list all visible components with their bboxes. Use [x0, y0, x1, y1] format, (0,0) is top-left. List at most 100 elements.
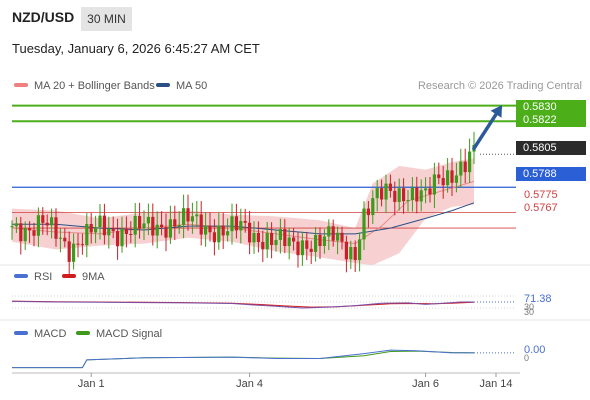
- candle: [195, 201, 199, 228]
- x-tick-label: Jan 6: [412, 378, 439, 390]
- candle: [331, 219, 335, 247]
- candle: [287, 227, 291, 260]
- candle: [221, 212, 225, 249]
- credit-text: Research © 2026 Trading Central: [417, 80, 582, 92]
- candle: [54, 208, 58, 247]
- trend-arrow-shaft: [472, 105, 503, 151]
- candle: [28, 221, 32, 243]
- candle-body: [353, 247, 357, 261]
- candle: [410, 177, 414, 212]
- candle: [397, 178, 401, 211]
- x-tick-label: Jan 4: [236, 378, 263, 390]
- candle-body: [146, 216, 150, 224]
- candle-body: [424, 188, 428, 191]
- x-tick-label: Jan 1: [78, 378, 105, 390]
- candle: [19, 216, 23, 255]
- minor-level-1-label: 0.5775: [524, 189, 558, 201]
- candle-body: [186, 208, 190, 222]
- legend-ma20: MA 20 + Bollinger Bands: [14, 80, 155, 92]
- candle-body: [274, 239, 278, 245]
- candle: [380, 179, 384, 207]
- candle-body: [182, 208, 186, 225]
- candle: [358, 232, 362, 272]
- candle: [239, 208, 243, 244]
- legend-rsi: RSI: [14, 271, 52, 283]
- candle: [327, 219, 331, 251]
- candle-body: [468, 151, 472, 173]
- candle-body: [265, 233, 269, 250]
- candle: [388, 174, 392, 198]
- candle: [160, 211, 164, 236]
- candle-body: [142, 223, 146, 229]
- candle-body: [133, 215, 137, 235]
- candle-body: [410, 187, 414, 201]
- candle-body: [437, 174, 441, 179]
- rsi-line: [11, 300, 474, 309]
- legend-macd-signal: MACD Signal: [76, 328, 162, 340]
- candle: [204, 212, 208, 247]
- candle: [265, 222, 269, 258]
- candle: [45, 214, 49, 236]
- candle-body: [58, 237, 62, 239]
- candle-body: [199, 214, 203, 235]
- candle-body: [195, 214, 199, 217]
- macd-value-label: 0.00: [524, 344, 546, 356]
- candle: [146, 203, 150, 236]
- candle: [107, 216, 111, 249]
- legend-ma50-swatch: [156, 83, 170, 88]
- candle: [226, 218, 230, 242]
- candle-body: [248, 222, 252, 243]
- candle-body: [256, 232, 260, 242]
- candle: [353, 240, 357, 273]
- symbol-title: NZD/USD: [12, 9, 75, 25]
- candle-body: [384, 183, 388, 200]
- candle: [63, 228, 67, 248]
- candle-body: [138, 215, 142, 229]
- timeframe-badge[interactable]: 30 MIN: [81, 7, 132, 31]
- macd-signal-line: [12, 350, 475, 369]
- candle: [296, 232, 300, 268]
- candle: [168, 205, 172, 244]
- candle: [111, 216, 115, 239]
- candle: [76, 233, 80, 258]
- candle-body: [314, 234, 318, 252]
- candle-body: [441, 178, 445, 186]
- macd-zero-label: 0: [524, 353, 530, 363]
- candle: [375, 179, 379, 212]
- candle-body: [450, 170, 454, 183]
- candle-body: [270, 233, 274, 245]
- resistance-2-tag: 0.5822: [516, 113, 586, 127]
- candle-body: [402, 188, 406, 202]
- candle-body: [459, 161, 463, 176]
- candle: [36, 207, 40, 248]
- candle: [217, 212, 221, 250]
- candle-body: [67, 241, 71, 262]
- candle-body: [322, 236, 326, 246]
- candle: [85, 213, 89, 258]
- candle: [270, 222, 274, 259]
- candle-body: [415, 187, 419, 202]
- candle-body: [177, 224, 181, 227]
- candle-body: [239, 221, 243, 231]
- candle-body: [406, 200, 410, 202]
- candle-body: [375, 188, 379, 199]
- candle: [94, 215, 98, 244]
- candle: [437, 162, 441, 185]
- candle: [450, 157, 454, 196]
- candle: [349, 240, 353, 270]
- candle: [124, 216, 128, 248]
- candle-body: [164, 227, 168, 238]
- last-price-tag: 0.5805: [516, 141, 586, 155]
- candle-body: [208, 225, 212, 233]
- candle-body: [32, 230, 36, 236]
- candle-body: [388, 183, 392, 191]
- candle-body: [111, 228, 115, 232]
- candle: [102, 203, 106, 245]
- candle: [234, 203, 238, 239]
- candle: [463, 148, 467, 184]
- candle: [432, 162, 436, 208]
- candle: [402, 178, 406, 214]
- candle: [230, 203, 234, 245]
- candle: [155, 211, 159, 249]
- candle-body: [10, 226, 14, 228]
